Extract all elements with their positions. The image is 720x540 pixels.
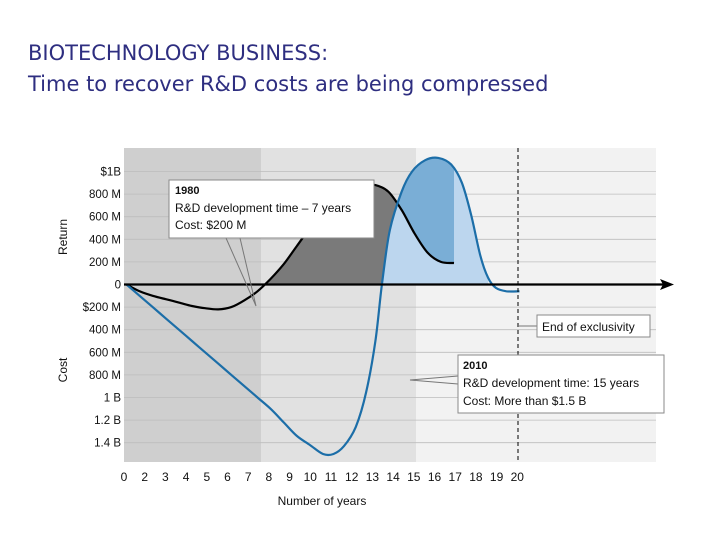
y-tick-label-4: 200 M	[89, 257, 121, 269]
annotation-1980: 1980 R&D development time – 7 years Cost…	[168, 179, 375, 307]
annotation-2010-pointer	[409, 375, 459, 385]
annotation-2010-line2: Cost: More than $1.5 B	[463, 394, 586, 408]
series-lines	[125, 156, 520, 457]
y-tick-label-11: 1.2 B	[94, 415, 121, 427]
x-tick-label-0: 0	[121, 470, 128, 484]
line-1980	[125, 183, 455, 311]
annotation-1980-line2: Cost: $200 M	[175, 218, 246, 232]
y-label-cost: Cost	[56, 357, 70, 382]
y-tick-label-5: 0	[115, 280, 121, 292]
x-axis-label: Number of years	[278, 494, 367, 508]
annotation-1980-title: 1980	[175, 185, 199, 197]
y-tick-label-10: 1 B	[104, 393, 122, 405]
x-tick-label-17: 18	[469, 470, 483, 484]
y-tick-label-0: $1B	[101, 167, 122, 179]
slide-title-line2: Time to recover R&D costs are being comp…	[28, 72, 549, 96]
annotation-2010-box	[457, 354, 665, 414]
x-tick-label-8: 9	[286, 470, 293, 484]
tick-labels: $1B 800 M 600 M 400 M 200 M 0 $200 M 400 M 600 M…	[83, 167, 525, 485]
x-tick-label-11: 12	[345, 470, 359, 484]
exclusivity-box	[536, 314, 651, 338]
annotation-1980-box	[168, 179, 375, 239]
line-2010	[125, 156, 520, 457]
x-tick-label-13: 14	[386, 470, 400, 484]
x-tick-label-12: 13	[366, 470, 380, 484]
x-tick-label-19: 20	[511, 470, 525, 484]
x-tick-label-3: 4	[183, 470, 190, 484]
exclusivity-label: End of exclusivity	[542, 320, 635, 334]
slide-title-line1: BIOTECHNOLOGY BUSINESS:	[28, 41, 329, 65]
annotation-2010-title: 2010	[463, 360, 487, 372]
x-tick-label-1: 2	[141, 470, 148, 484]
annotation-exclusivity: End of exclusivity	[519, 314, 651, 338]
x-tick-label-6: 7	[245, 470, 252, 484]
annotation-1980-line1: R&D development time – 7 years	[175, 201, 351, 215]
annotation-2010: 2010 R&D development time: 15 years Cost…	[409, 354, 665, 414]
x-tick-label-18: 19	[490, 470, 504, 484]
x-tick-label-16: 17	[449, 470, 463, 484]
y-tick-label-1: 800 M	[89, 189, 121, 201]
slide-title: BIOTECHNOLOGY BUSINESS: Time to recover …	[28, 38, 548, 100]
y-tick-label-3: 400 M	[89, 234, 121, 246]
x-tick-label-5: 6	[224, 470, 231, 484]
y-tick-label-9: 800 M	[89, 370, 121, 382]
y-tick-label-8: 600 M	[89, 347, 121, 359]
annotation-2010-line1: R&D development time: 15 years	[463, 376, 639, 390]
y-label-return: Return	[56, 219, 70, 255]
y-tick-label-12: 1.4 B	[94, 438, 121, 450]
x-tick-label-15: 16	[428, 470, 442, 484]
x-tick-label-4: 5	[203, 470, 210, 484]
x-tick-label-7: 8	[266, 470, 273, 484]
y-tick-label-7: 400 M	[89, 325, 121, 337]
x-tick-label-14: 15	[407, 470, 421, 484]
y-tick-label-6: $200 M	[83, 302, 121, 314]
y-tick-label-2: 600 M	[89, 212, 121, 224]
annotation-1980-pointer	[225, 237, 257, 307]
x-tick-label-9: 10	[304, 470, 318, 484]
x-axis-arrowhead	[660, 279, 674, 290]
x-tick-label-10: 11	[325, 470, 338, 484]
x-tick-label-2: 3	[162, 470, 169, 484]
